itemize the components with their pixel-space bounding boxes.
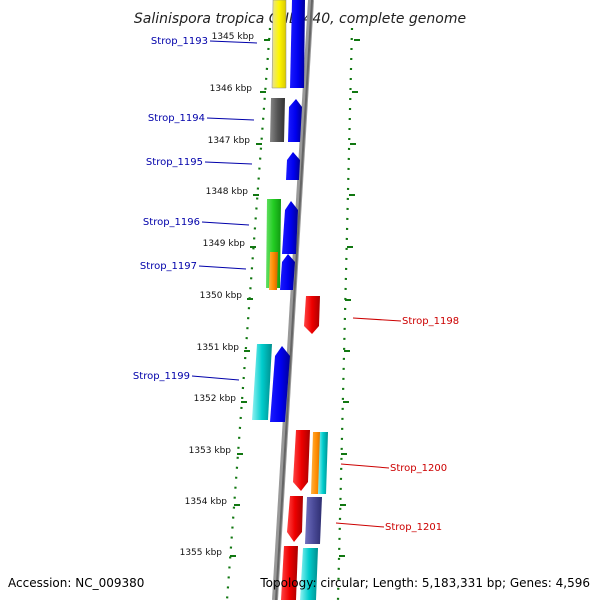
- tick-label: 1350 kbp: [200, 291, 243, 301]
- tick-label: 1347 kbp: [208, 136, 251, 146]
- cds-forward[interactable]: [286, 152, 300, 180]
- gene-label[interactable]: Strop_1198: [402, 316, 459, 327]
- gene-feature[interactable]: [252, 344, 272, 420]
- genome-backbone-shade: [275, 0, 313, 601]
- tick-label: 1345 kbp: [212, 32, 255, 42]
- tick-label: 1349 kbp: [203, 239, 246, 249]
- leader-line: [335, 522, 385, 528]
- tick-label: 1353 kbp: [189, 446, 232, 456]
- leader-line: [206, 117, 255, 121]
- leader-line: [340, 463, 390, 469]
- tick-label: 1348 kbp: [206, 187, 249, 197]
- gene-label[interactable]: Strop_1193: [151, 36, 208, 47]
- tick-label: 1354 kbp: [185, 497, 228, 507]
- leader-line: [209, 40, 258, 44]
- gene-feature[interactable]: [318, 432, 328, 494]
- cds-forward[interactable]: [282, 201, 298, 254]
- tick-marks: [230, 39, 360, 557]
- leader-line: [191, 375, 240, 381]
- leader-line: [352, 317, 402, 322]
- cds-forward[interactable]: [288, 99, 302, 142]
- gene-label[interactable]: Strop_1197: [140, 261, 197, 272]
- cds-forward[interactable]: [290, 0, 305, 88]
- cds-reverse[interactable]: [293, 430, 310, 491]
- tick-label: 1351 kbp: [197, 343, 240, 353]
- gene-label[interactable]: Strop_1201: [385, 522, 442, 533]
- accession-text: Accession: NC_009380: [8, 576, 144, 590]
- cds-reverse[interactable]: [304, 296, 320, 334]
- gene-feature[interactable]: [300, 548, 318, 600]
- gene-feature[interactable]: [305, 497, 322, 544]
- leader-line: [204, 161, 253, 165]
- gene-feature[interactable]: [269, 252, 278, 290]
- gene-label[interactable]: Strop_1200: [390, 463, 447, 474]
- gene-label[interactable]: Strop_1194: [148, 113, 205, 124]
- gene-label[interactable]: Strop_1199: [133, 371, 190, 382]
- gene-label[interactable]: Strop_1196: [143, 217, 200, 228]
- gene-feature[interactable]: [271, 0, 287, 89]
- inner-dotted-track: [225, 27, 272, 601]
- tick-label: 1346 kbp: [210, 84, 253, 94]
- tick-label: 1352 kbp: [194, 394, 237, 404]
- leader-line: [201, 221, 250, 226]
- cds-forward[interactable]: [270, 346, 290, 422]
- outer-dotted-track: [336, 27, 354, 601]
- tick-label: 1355 kbp: [180, 548, 223, 558]
- cds-reverse[interactable]: [281, 546, 298, 600]
- gene-label[interactable]: Strop_1195: [146, 157, 203, 168]
- leader-line: [198, 265, 247, 270]
- topology-text: Topology: circular; Length: 5,183,331 bp…: [259, 576, 590, 590]
- cds-reverse[interactable]: [287, 496, 303, 542]
- cds-forward[interactable]: [280, 254, 295, 290]
- gene-feature[interactable]: [270, 98, 285, 142]
